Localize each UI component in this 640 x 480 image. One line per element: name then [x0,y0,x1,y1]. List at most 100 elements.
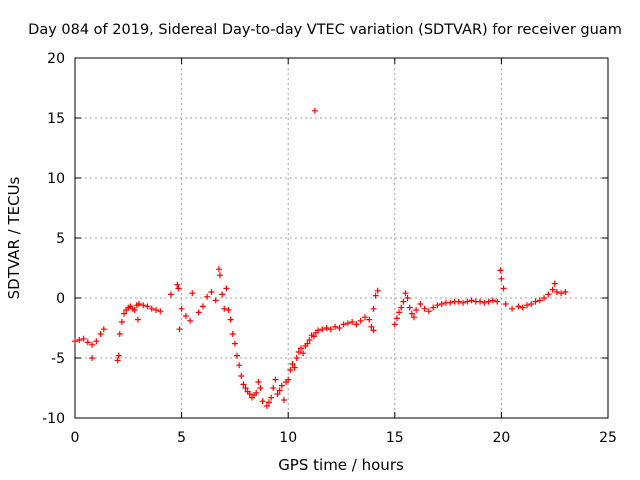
data-point [208,289,215,295]
data-point [344,320,351,327]
data-point [319,326,326,333]
data-point [116,331,123,337]
data-point [266,399,273,406]
data-point [153,307,160,313]
y-axis-title: SDTVAR / TECUs [5,176,23,299]
data-point [306,337,313,343]
data-point [502,301,509,307]
data-point [76,337,83,343]
data-point [182,313,189,319]
data-point [257,385,264,391]
data-point [100,326,107,333]
data-point [238,373,245,379]
y-tick-label: 15 [47,111,65,127]
x-tick-label: 20 [492,430,510,446]
data-point [336,325,343,331]
data-point [131,307,138,313]
data-point [216,272,223,279]
data-point [89,341,96,348]
data-point [425,308,432,315]
data-point [144,303,151,310]
data-point [93,338,100,345]
data-point [489,297,496,304]
data-point [357,317,364,324]
data-point [323,325,330,331]
data-point [500,285,507,292]
data-point [225,307,232,313]
data-point [175,285,182,292]
data-point [398,304,405,311]
data-point [134,316,141,323]
y-tick-label: 0 [56,291,65,307]
data-point [402,290,409,297]
data-point [291,364,298,371]
data-point [295,349,302,355]
data-point [263,403,270,409]
data-point [231,340,238,347]
data-point [528,301,535,307]
data-point [370,327,377,334]
data-point [270,385,277,391]
data-point [135,301,142,307]
y-tick-label: 10 [47,171,65,187]
data-point [498,275,505,282]
data-point [515,303,522,310]
data-point [272,376,279,383]
data-point [549,286,556,293]
data-point [215,266,222,273]
data-point [242,385,249,391]
data-point [545,291,552,298]
x-tick-label: 10 [279,430,297,446]
data-point [494,298,501,305]
data-point [353,321,360,328]
data-points [72,107,569,409]
data-point [229,331,236,337]
data-point [310,333,317,340]
data-point [253,389,260,396]
data-point [157,308,164,315]
data-point [396,309,403,316]
data-point [551,280,558,287]
data-point [536,297,543,304]
y-tick-label: -5 [51,351,65,367]
data-point [140,302,147,309]
data-point [236,362,243,369]
data-point [361,314,368,321]
data-point [72,338,78,345]
data-point [523,302,530,309]
data-point [410,314,417,321]
data-point [374,287,381,294]
data-point [189,290,196,297]
data-point [413,307,420,313]
data-point [370,305,377,312]
data-point [311,107,318,114]
data-point [167,291,174,298]
data-point [121,310,128,317]
data-point [84,339,91,346]
data-point [366,316,373,323]
data-point [221,305,228,312]
x-tick-label: 25 [599,430,617,446]
data-point [477,298,484,305]
data-point [115,352,122,359]
data-point [349,319,356,325]
data-point [285,376,292,383]
data-point [509,305,516,312]
data-point [408,310,415,317]
data-point [234,352,241,359]
data-point [219,291,226,298]
data-point [278,382,285,389]
data-point [195,309,202,316]
y-tick-label: -10 [42,411,65,427]
data-point [541,295,548,301]
x-tick-label: 15 [386,430,404,446]
data-point [404,295,411,301]
data-point [80,335,87,342]
data-point [212,297,219,304]
axis-ticks: 0 5 10 15 20 25 -10 -5 0 5 10 15 20 [42,51,617,446]
data-point [293,355,300,361]
data-point [114,357,121,364]
data-point [204,293,211,300]
data-point [464,298,471,305]
data-point [297,345,304,352]
